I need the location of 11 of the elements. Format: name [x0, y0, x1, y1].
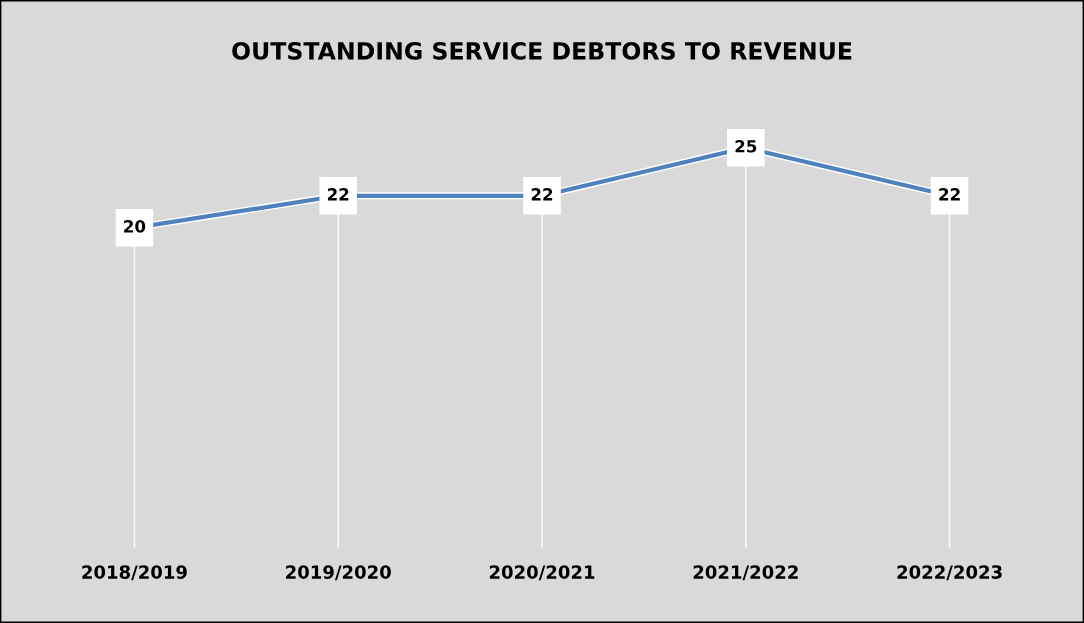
- x-tick-label: 2020/2021: [489, 565, 595, 581]
- data-label: 20: [124, 220, 146, 233]
- x-tick-label: 2022/2023: [897, 565, 1002, 581]
- data-label: 22: [531, 188, 553, 201]
- x-tick-label: 2018/2019: [82, 565, 187, 581]
- data-label: 25: [735, 139, 757, 153]
- x-tick-label: 2021/2022: [693, 565, 798, 581]
- chart-title: OUTSTANDING SERVICE DEBTORS TO REVENUE: [232, 41, 852, 60]
- data-label: 22: [327, 188, 349, 201]
- x-tick-label: 2019/2020: [286, 565, 391, 581]
- data-label: 22: [939, 188, 960, 201]
